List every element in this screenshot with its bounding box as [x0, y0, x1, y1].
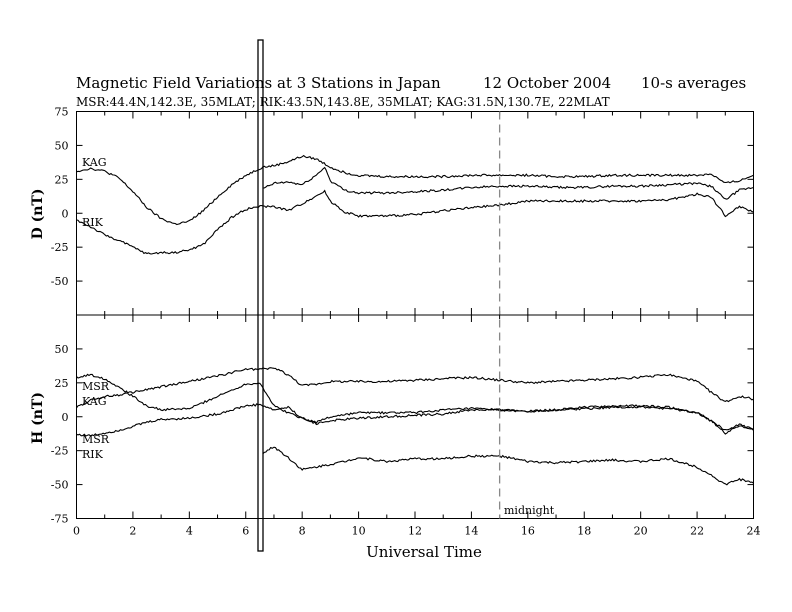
xtick-label-8: 8: [299, 525, 306, 538]
h-ytick-label-2: 0: [62, 411, 69, 424]
h-series-1-kag: [76, 373, 754, 431]
xtick-label-4: 4: [186, 525, 193, 538]
d-series-label-rik: RIK: [82, 216, 104, 229]
h-series-2-msr: [76, 403, 754, 437]
xtick-label-0: 0: [73, 525, 80, 538]
xtick-label-2: 2: [129, 525, 136, 538]
d-ytick-label-5: -50: [51, 275, 69, 288]
d-series-0-kag: [76, 154, 754, 226]
d-ytick-label-4: -25: [51, 241, 69, 254]
h-ytick-label-5: -75: [51, 513, 69, 526]
h-ytick-label-4: -50: [51, 479, 69, 492]
xtick-label-6: 6: [242, 525, 249, 538]
xtick-label-18: 18: [577, 525, 591, 538]
xtick-label-10: 10: [352, 525, 366, 538]
d-panel-ylabel: D (nT): [30, 189, 46, 240]
d-series-2-rik: [76, 189, 754, 255]
h-ytick-label-3: -25: [51, 445, 69, 458]
h-ytick-label-1: 25: [55, 377, 69, 390]
chart-subtitle: MSR:44.4N,142.3E, 35MLAT; RIK:43.5N,143.…: [76, 95, 610, 109]
xtick-label-24: 24: [747, 525, 761, 538]
d-series-label-kag: KAG: [82, 156, 107, 169]
h-series-0-msr: [76, 367, 754, 409]
h-series-label-rik: RIK: [82, 448, 104, 461]
h-series-label-msr-1: MSR: [82, 380, 110, 393]
midnight-label: midnight: [504, 504, 555, 517]
event-marker-box: [257, 39, 264, 552]
xtick-label-12: 12: [408, 525, 422, 538]
x-axis-label: Universal Time: [366, 543, 482, 561]
xtick-label-20: 20: [634, 525, 648, 538]
d-ytick-label-0: 75: [55, 106, 69, 119]
h-panel-ylabel: H (nT): [30, 392, 46, 444]
h-series-3-rik: [262, 446, 754, 486]
chart-date: 12 October 2004: [483, 74, 611, 92]
d-series-1: [262, 166, 754, 200]
d-ytick-label-3: 0: [62, 207, 69, 220]
chart-averaging: 10-s averages: [641, 74, 746, 92]
xtick-label-14: 14: [464, 525, 478, 538]
d-ytick-label-1: 50: [55, 139, 69, 152]
xtick-label-16: 16: [521, 525, 535, 538]
h-series-label-kag: KAG: [82, 395, 107, 408]
h-series-label-msr-2: MSR: [82, 433, 110, 446]
h-ytick-label-0: 50: [55, 343, 69, 356]
d-ytick-label-2: 25: [55, 173, 69, 186]
xtick-label-22: 22: [690, 525, 704, 538]
